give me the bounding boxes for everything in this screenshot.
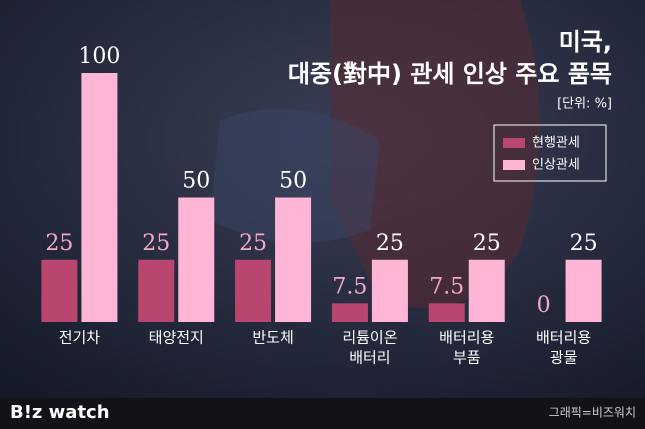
- bar: [41, 259, 78, 322]
- value-label: 25: [45, 231, 73, 256]
- legend-label: 현행관세: [532, 135, 580, 151]
- value-label: 50: [279, 169, 307, 194]
- x-tick-label: 태양전지: [149, 329, 204, 347]
- bar: [371, 259, 408, 322]
- x-tick-label: 배터리용: [536, 329, 591, 347]
- bar: [565, 259, 602, 322]
- value-label: 0: [537, 293, 551, 318]
- x-tick-label: 부품: [453, 349, 481, 367]
- background-decoration: [330, 0, 540, 309]
- bar: [235, 259, 272, 322]
- bar: [275, 197, 312, 322]
- bar: [428, 303, 465, 322]
- value-label: 100: [78, 44, 120, 69]
- background-decoration: [210, 108, 380, 243]
- chart-title: 대중(對中) 관세 인상 주요 품목: [288, 60, 612, 88]
- bar: [138, 259, 175, 322]
- x-tick-label: 광물: [550, 349, 578, 367]
- value-label: 25: [142, 231, 170, 256]
- bar: [178, 197, 215, 322]
- value-label: 25: [376, 231, 404, 256]
- bar: [81, 73, 118, 322]
- value-label: 25: [473, 231, 501, 256]
- value-label: 50: [182, 169, 210, 194]
- chart-title: 미국,: [559, 28, 612, 56]
- logo: B!z watch: [10, 402, 110, 423]
- x-tick-label: 배터리용: [439, 329, 494, 347]
- value-label: 25: [239, 231, 267, 256]
- legend-swatch: [503, 160, 525, 170]
- value-label: 7.5: [332, 274, 367, 299]
- bar: [331, 303, 368, 322]
- x-tick-label: 반도체: [252, 329, 293, 347]
- bar: [468, 259, 505, 322]
- unit-label: [단위: %]: [557, 97, 612, 112]
- legend-label: 인상관세: [532, 158, 580, 173]
- legend-swatch: [503, 138, 525, 148]
- x-tick-label: 배터리: [349, 349, 390, 367]
- x-tick-label: 전기차: [59, 329, 101, 347]
- footer-bar: [0, 398, 645, 429]
- value-label: 7.5: [429, 274, 464, 299]
- credit: 그래픽=비즈워치: [549, 406, 636, 420]
- legend-box: [493, 124, 607, 182]
- value-label: 25: [570, 231, 598, 256]
- x-tick-label: 리튬이온: [342, 329, 397, 347]
